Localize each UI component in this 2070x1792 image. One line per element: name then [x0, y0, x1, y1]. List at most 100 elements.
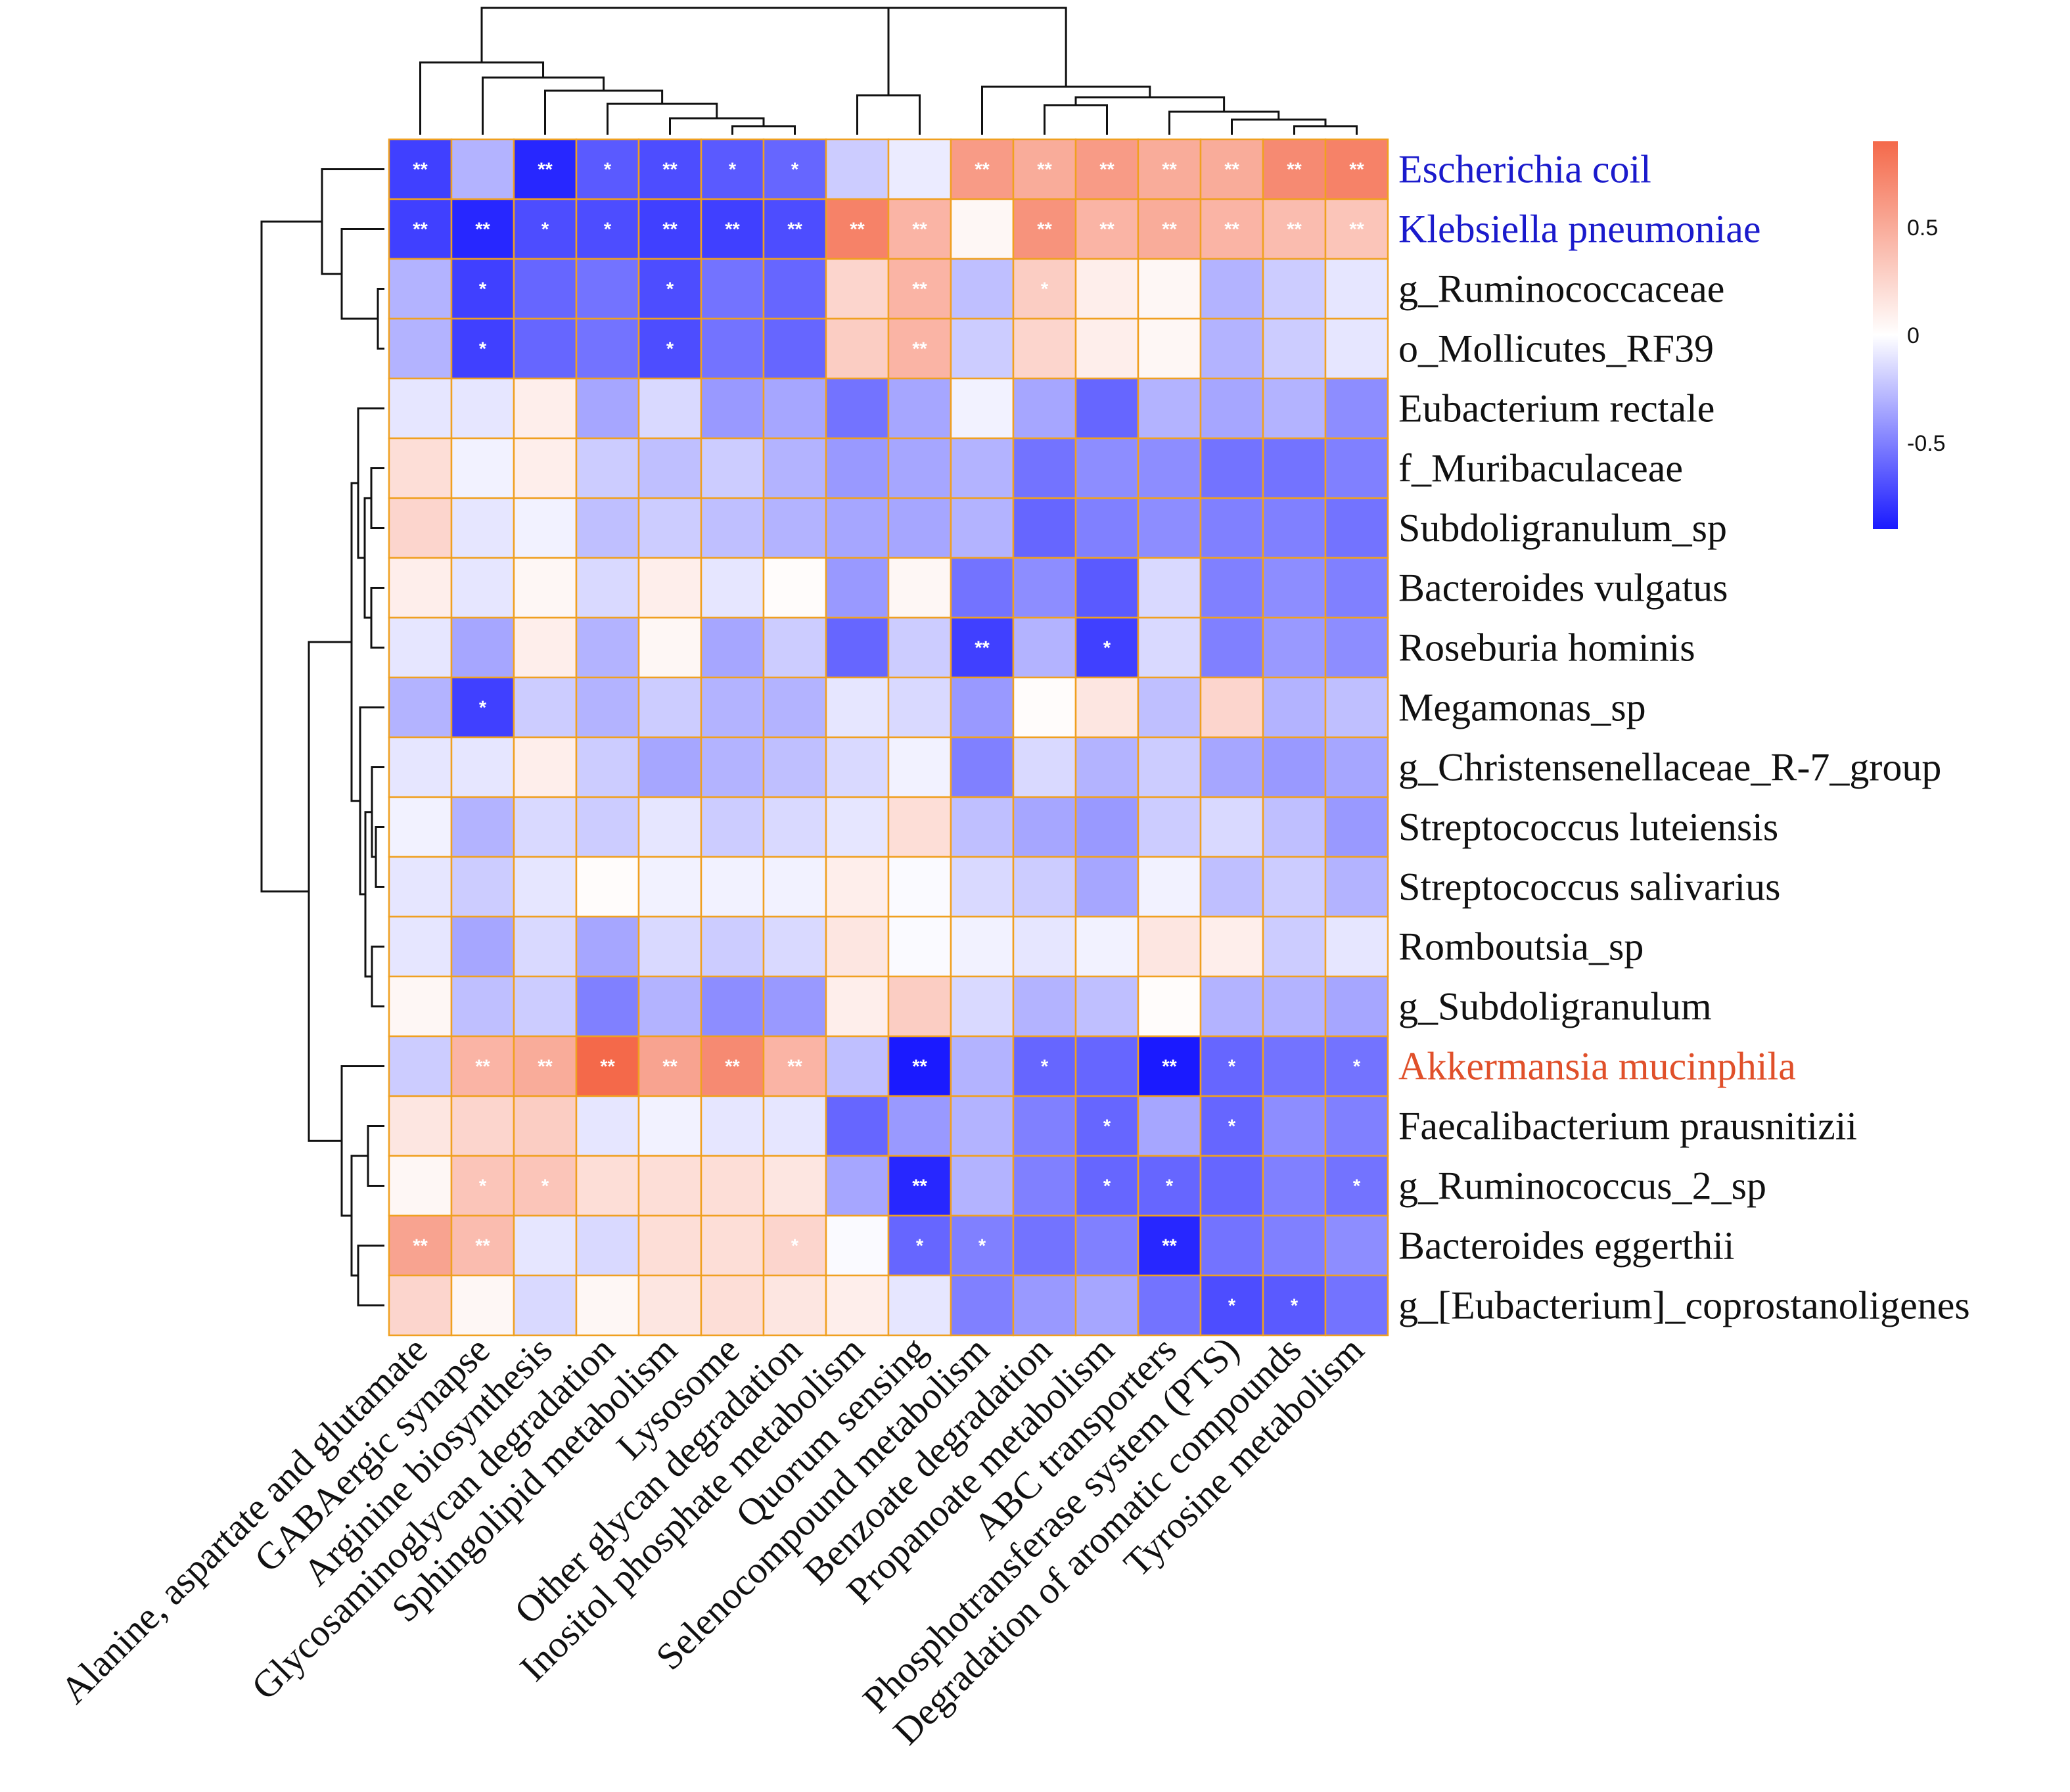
heatmap-cell: [762, 856, 827, 918]
heatmap-cell: [1137, 258, 1202, 320]
heatmap-cell: [700, 1095, 765, 1157]
heatmap-cell: [825, 856, 890, 918]
heatmap-cell: [762, 497, 827, 559]
heatmap-cell: [1199, 796, 1264, 858]
significance-mark: *: [1103, 1116, 1111, 1137]
heatmap-cell: [637, 975, 702, 1038]
heatmap-cell: [450, 557, 515, 619]
heatmap-cell: [450, 796, 515, 858]
heatmap-cell: [388, 1095, 453, 1157]
heatmap-cell: [887, 317, 952, 380]
heatmap-cells: [388, 138, 1389, 1337]
heatmap-cell: [1324, 377, 1389, 440]
heatmap-cell: [1012, 317, 1077, 380]
heatmap-cell: [450, 1155, 515, 1217]
heatmap-cell: [450, 856, 515, 918]
heatmap-cell: [513, 377, 578, 440]
colorbar-tick-label: -0.5: [1907, 431, 1946, 456]
heatmap-cell: [887, 437, 952, 499]
heatmap-cell: [513, 497, 578, 559]
heatmap-cell: [1137, 1274, 1202, 1337]
row-label: Megamonas_sp: [1398, 686, 1646, 729]
heatmap-cell: [1262, 1214, 1327, 1277]
heatmap-cell: [1199, 1214, 1264, 1277]
significance-mark: *: [479, 1176, 487, 1197]
heatmap-cell: [575, 676, 640, 739]
heatmap-cell: [388, 258, 453, 320]
significance-mark: *: [916, 1236, 924, 1257]
heatmap-cell: [762, 557, 827, 619]
heatmap-cell: [575, 437, 640, 499]
heatmap-cell: [1012, 258, 1077, 320]
row-label: Akkermansia mucinphila: [1398, 1045, 1796, 1088]
heatmap-cell: [825, 1155, 890, 1217]
heatmap-cell: [1137, 497, 1202, 559]
colorbar-tick-label: 0: [1907, 323, 1920, 348]
significance-mark: *: [1353, 1057, 1361, 1078]
row-label: Eubacterium rectale: [1398, 387, 1714, 430]
heatmap-cell: [1137, 856, 1202, 918]
significance-mark: **: [912, 1057, 927, 1078]
significance-mark: **: [600, 1057, 615, 1078]
heatmap-cell: [1012, 1095, 1077, 1157]
heatmap-cell: [887, 796, 952, 858]
heatmap-cell: [637, 856, 702, 918]
row-label: Roseburia hominis: [1398, 626, 1695, 670]
column-dendrogram: [419, 7, 1358, 135]
heatmap-cell: [762, 796, 827, 858]
heatmap-cell: [762, 258, 827, 320]
heatmap-cell: [825, 915, 890, 978]
heatmap-cell: [1262, 856, 1327, 918]
heatmap-cell: [887, 856, 952, 918]
heatmap-cell: [825, 975, 890, 1038]
heatmap-cell: [513, 975, 578, 1038]
heatmap-cell: [762, 915, 827, 978]
heatmap-cell: [1262, 377, 1327, 440]
heatmap-cell: [1324, 258, 1389, 320]
heatmap-cell: [1137, 975, 1202, 1038]
dendrogram-link: [357, 1245, 384, 1306]
heatmap-cell: [1262, 198, 1327, 260]
heatmap-cell: [887, 975, 952, 1038]
heatmap-cell: [1012, 736, 1077, 798]
heatmap-cell: [1324, 856, 1389, 918]
heatmap-cell: [1262, 736, 1327, 798]
heatmap-cell: [513, 736, 578, 798]
heatmap-cell: [887, 377, 952, 440]
significance-mark: **: [1224, 160, 1239, 181]
heatmap-cell: [637, 437, 702, 499]
heatmap-cell: [700, 1155, 765, 1217]
heatmap-cell: [1137, 616, 1202, 679]
significance-mark: *: [541, 219, 549, 241]
significance-mark: **: [787, 1057, 802, 1078]
significance-mark: **: [475, 219, 490, 241]
heatmap-cell: [388, 676, 453, 739]
heatmap-cell: [1262, 1155, 1327, 1217]
heatmap-cell: [950, 377, 1015, 440]
heatmap-cell: [1012, 796, 1077, 858]
heatmap-cell: [1074, 676, 1139, 739]
dendrogram-link: [371, 946, 384, 1007]
heatmap-cell: [575, 975, 640, 1038]
heatmap-cell: [1137, 377, 1202, 440]
heatmap-cell: [700, 1274, 765, 1337]
row-label: Streptococcus luteiensis: [1398, 806, 1778, 849]
heatmap-cell: [950, 856, 1015, 918]
heatmap-cell: [1324, 437, 1389, 499]
significance-mark: **: [1349, 219, 1364, 241]
heatmap-cell: [450, 317, 515, 380]
dendrogram-link: [544, 89, 664, 135]
dendrogram-link: [375, 826, 384, 888]
heatmap-cell: [637, 736, 702, 798]
heatmap-cell: [575, 377, 640, 440]
heatmap-cell: [1262, 258, 1327, 320]
dendrogram-link: [887, 7, 1067, 95]
heatmap-cell: [1137, 736, 1202, 798]
heatmap-cell: [513, 557, 578, 619]
row-dendrogram: [260, 168, 384, 1306]
significance-mark: **: [912, 1176, 927, 1197]
heatmap-cell: [1199, 616, 1264, 679]
dendrogram-link: [371, 766, 384, 858]
heatmap-cell: [1137, 437, 1202, 499]
heatmap-cell: [513, 1214, 578, 1277]
